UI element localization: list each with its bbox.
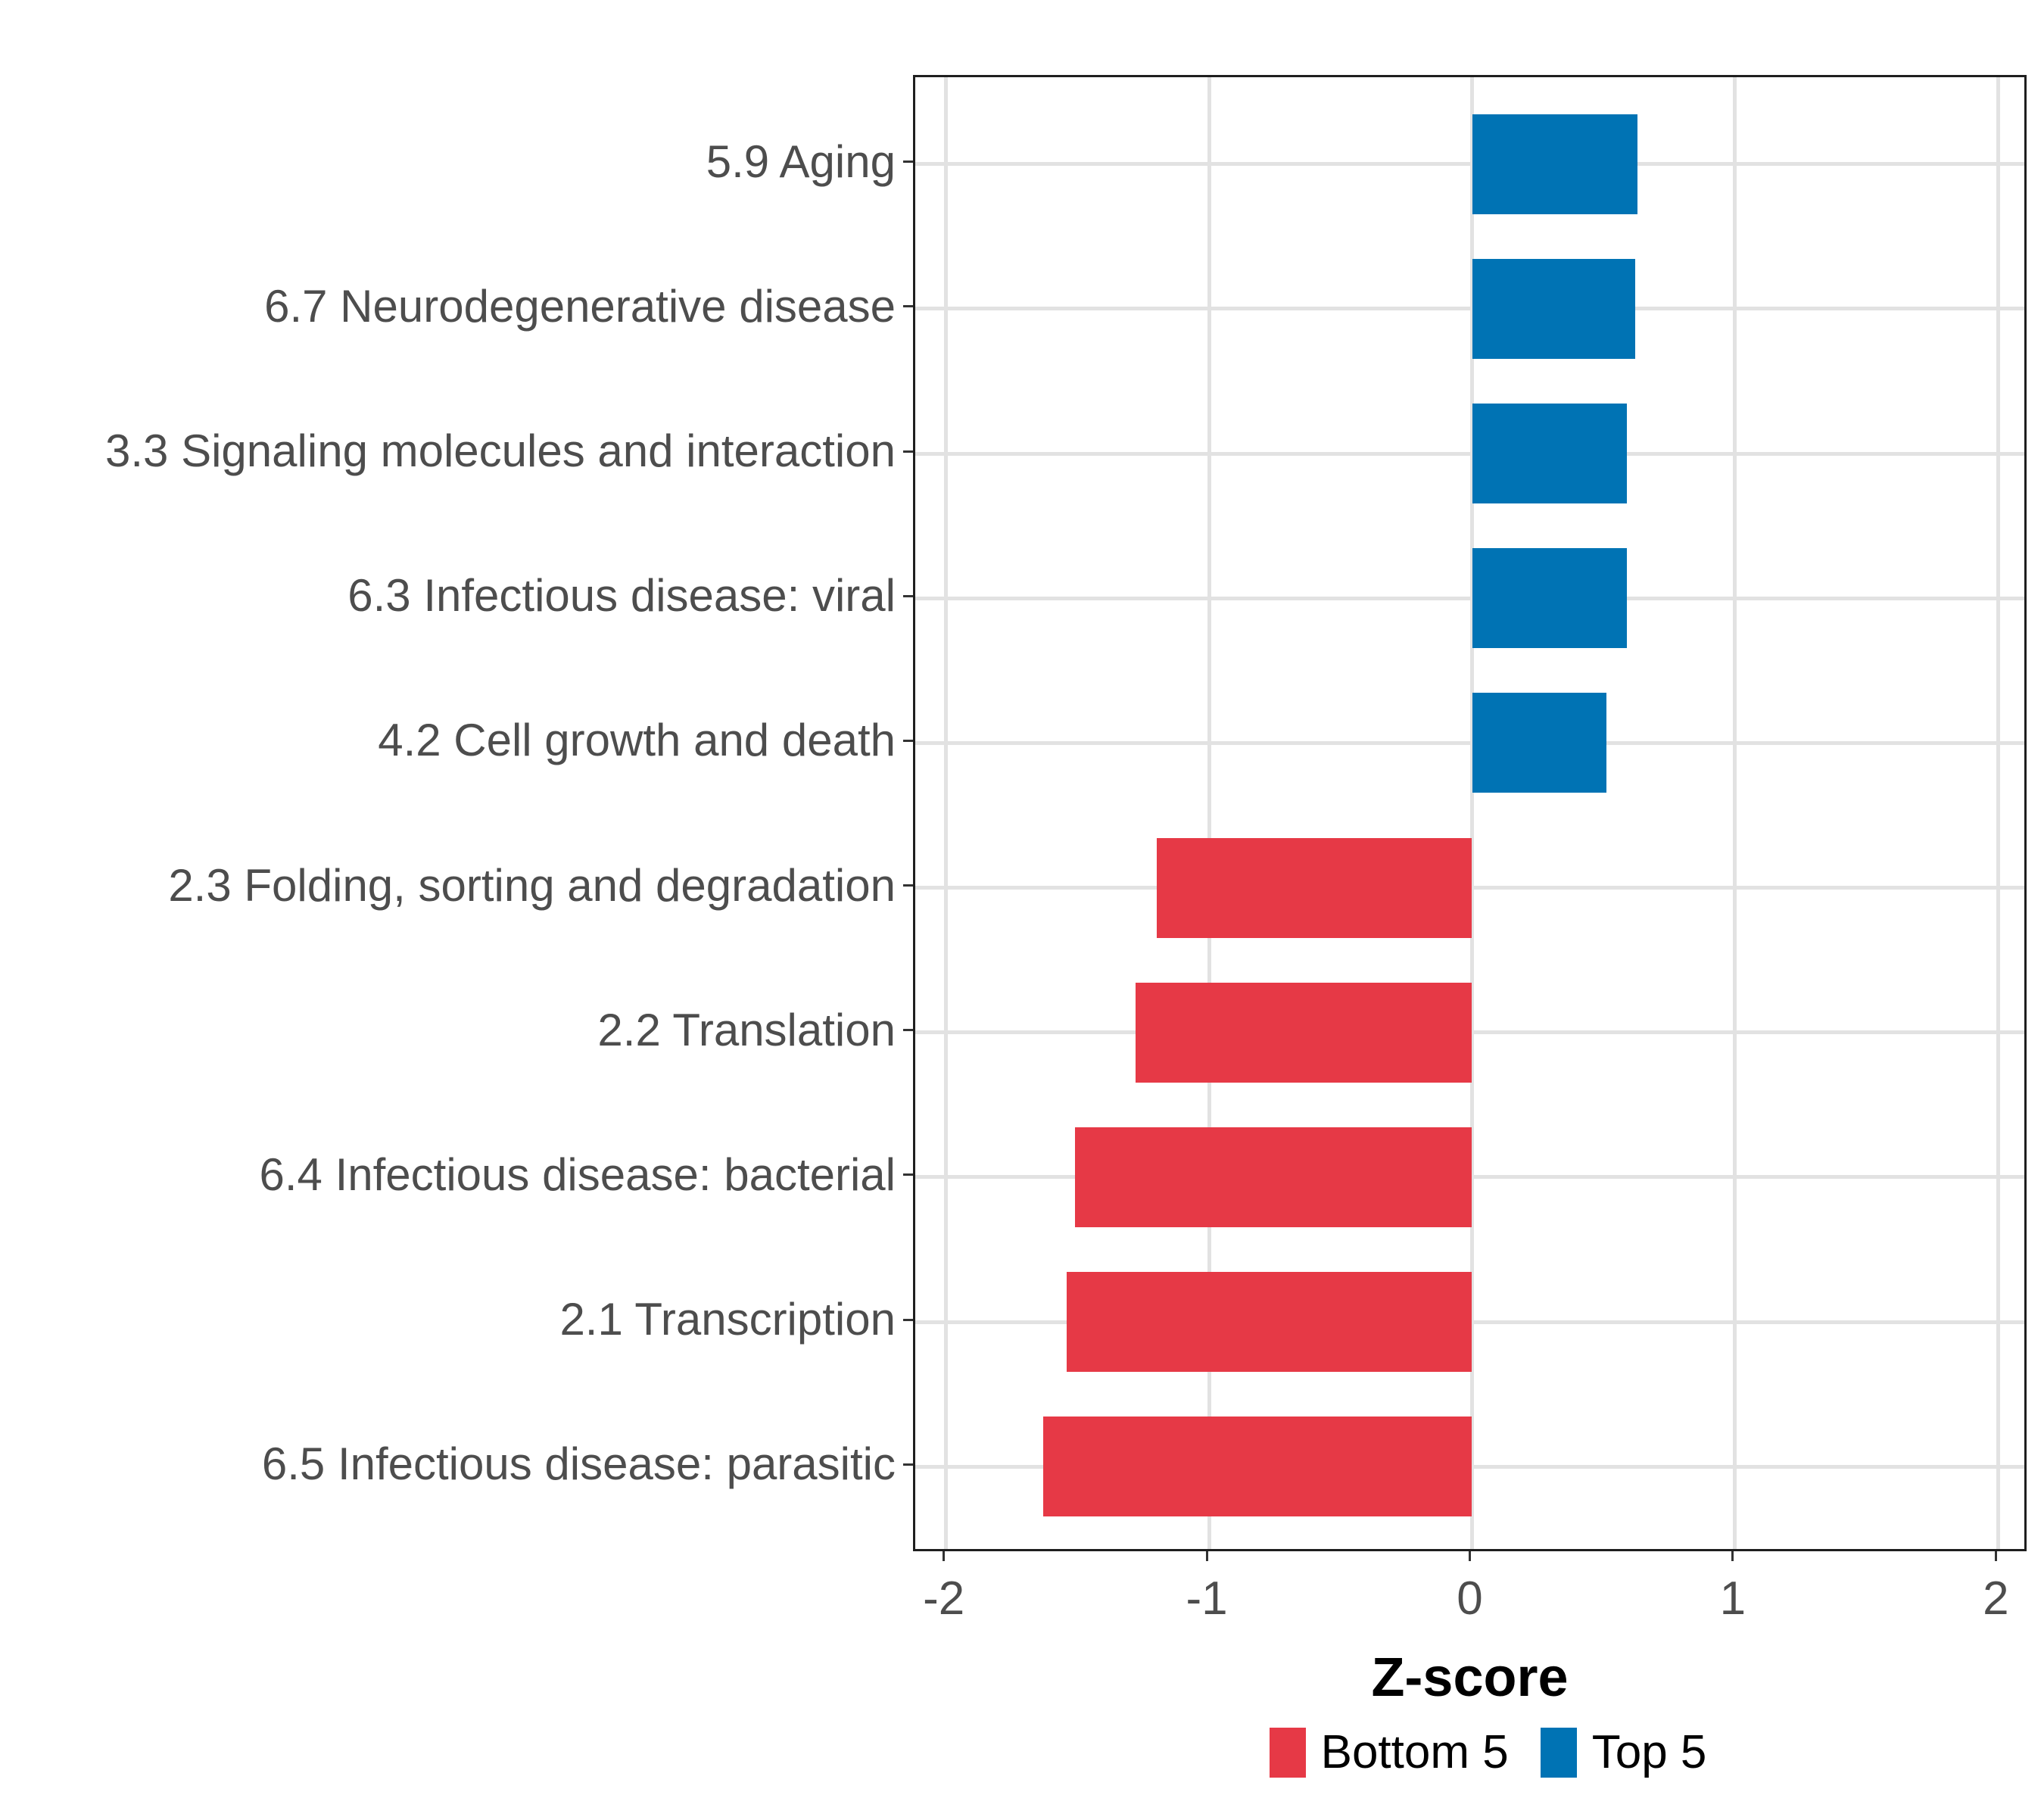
x-axis-tick	[943, 1551, 946, 1561]
y-axis-tick	[903, 1029, 913, 1032]
x-axis-title: Z-score	[1371, 1647, 1569, 1708]
x-axis-tick	[1994, 1551, 1997, 1561]
y-category-label: 4.2 Cell growth and death	[378, 715, 896, 766]
x-axis-tick	[1205, 1551, 1208, 1561]
legend: Bottom 5 Top 5	[931, 1722, 2044, 1783]
y-category-label: 2.3 Folding, sorting and degradation	[168, 859, 896, 911]
bar-bottom-5	[1135, 982, 1472, 1083]
y-axis-tick	[903, 739, 913, 742]
x-tick-label: 1	[1719, 1572, 1746, 1625]
y-category-label: 6.3 Infectious disease: viral	[347, 570, 896, 622]
legend-item: Top 5	[1540, 1726, 1707, 1778]
y-category-label: 6.7 Neurodegenerative disease	[264, 280, 896, 332]
bar-top-5	[1472, 693, 1606, 793]
legend-label: Top 5	[1591, 1726, 1707, 1778]
x-tick-label: -2	[923, 1572, 965, 1625]
x-gridline	[1470, 77, 1474, 1549]
legend-key-swatch	[1540, 1728, 1577, 1778]
y-category-label: 3.3 Signaling molecules and interaction	[105, 425, 896, 477]
y-category-label: 6.4 Infectious disease: bacterial	[259, 1148, 896, 1200]
bar-bottom-5	[1043, 1417, 1472, 1517]
y-axis-tick	[903, 1318, 913, 1321]
y-axis-tick	[903, 1463, 913, 1466]
y-gridline	[915, 740, 2024, 745]
plot-panel	[913, 75, 2027, 1551]
x-axis-tick	[1469, 1551, 1471, 1561]
x-gridline	[1996, 77, 2000, 1549]
y-axis-tick	[903, 594, 913, 597]
y-axis-tick	[903, 884, 913, 887]
bar-top-5	[1472, 404, 1628, 504]
x-gridline	[1207, 77, 1211, 1549]
y-axis-tick	[903, 450, 913, 453]
x-gridline	[1733, 77, 1737, 1549]
bar-bottom-5	[1156, 837, 1472, 938]
bar-top-5	[1472, 258, 1635, 359]
y-gridline	[915, 451, 2024, 456]
y-axis-tick	[903, 1173, 913, 1177]
x-tick-label: 2	[1983, 1572, 2009, 1625]
y-gridline	[915, 596, 2024, 600]
y-gridline	[915, 307, 2024, 311]
legend-key-swatch	[1269, 1728, 1306, 1778]
y-category-label: 6.5 Infectious disease: parasitic	[261, 1438, 896, 1490]
y-gridline	[915, 162, 2024, 167]
y-category-label: 2.1 Transcription	[559, 1294, 896, 1345]
y-category-label: 2.2 Translation	[597, 1004, 896, 1055]
legend-label: Bottom 5	[1320, 1726, 1509, 1778]
legend-item: Bottom 5	[1269, 1726, 1509, 1778]
bar-top-5	[1472, 114, 1638, 214]
bar-top-5	[1472, 548, 1628, 649]
x-tick-label: 0	[1457, 1572, 1483, 1625]
bar-bottom-5	[1074, 1127, 1472, 1227]
x-axis-tick	[1731, 1551, 1734, 1561]
y-axis-tick	[903, 161, 913, 164]
x-gridline	[944, 77, 949, 1549]
x-tick-label: -1	[1186, 1572, 1228, 1625]
y-axis-tick	[903, 305, 913, 308]
bar-bottom-5	[1067, 1272, 1472, 1373]
y-category-label: 5.9 Aging	[706, 136, 896, 187]
